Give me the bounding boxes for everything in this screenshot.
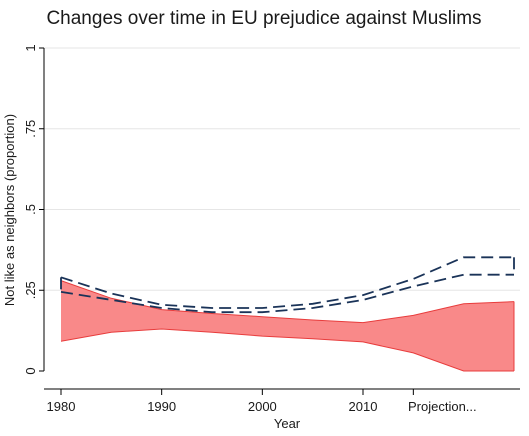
x-tick-label: Projection... [408, 399, 477, 414]
x-tick-label: 2010 [349, 399, 378, 414]
grid [44, 47, 520, 291]
x-tick-label: 2000 [248, 399, 277, 414]
y-tick-label: 1 [23, 44, 38, 51]
band-fill [61, 280, 514, 371]
y-tick-label: .75 [23, 120, 38, 138]
x-tick-label: 1990 [147, 399, 176, 414]
y-tick-label: .25 [23, 281, 38, 299]
y-ticks: 0 .25 .5 .75 1 [23, 44, 44, 375]
plot-area [60, 256, 515, 372]
y-axis-label: Not like as neighbors (proportion) [2, 114, 17, 306]
dashed-lower-line [60, 273, 514, 314]
x-ticks: 1980 1990 2000 2010 Projection... [47, 389, 477, 414]
y-tick-label: .5 [23, 204, 38, 215]
x-axis-label: Year [274, 416, 301, 431]
x-tick-label: 1980 [47, 399, 76, 414]
y-tick-label: 0 [23, 367, 38, 374]
band-lower-line [60, 328, 514, 372]
dashed-upper-line [60, 256, 514, 309]
chart-title: Changes over time in EU prejudice agains… [46, 8, 481, 29]
